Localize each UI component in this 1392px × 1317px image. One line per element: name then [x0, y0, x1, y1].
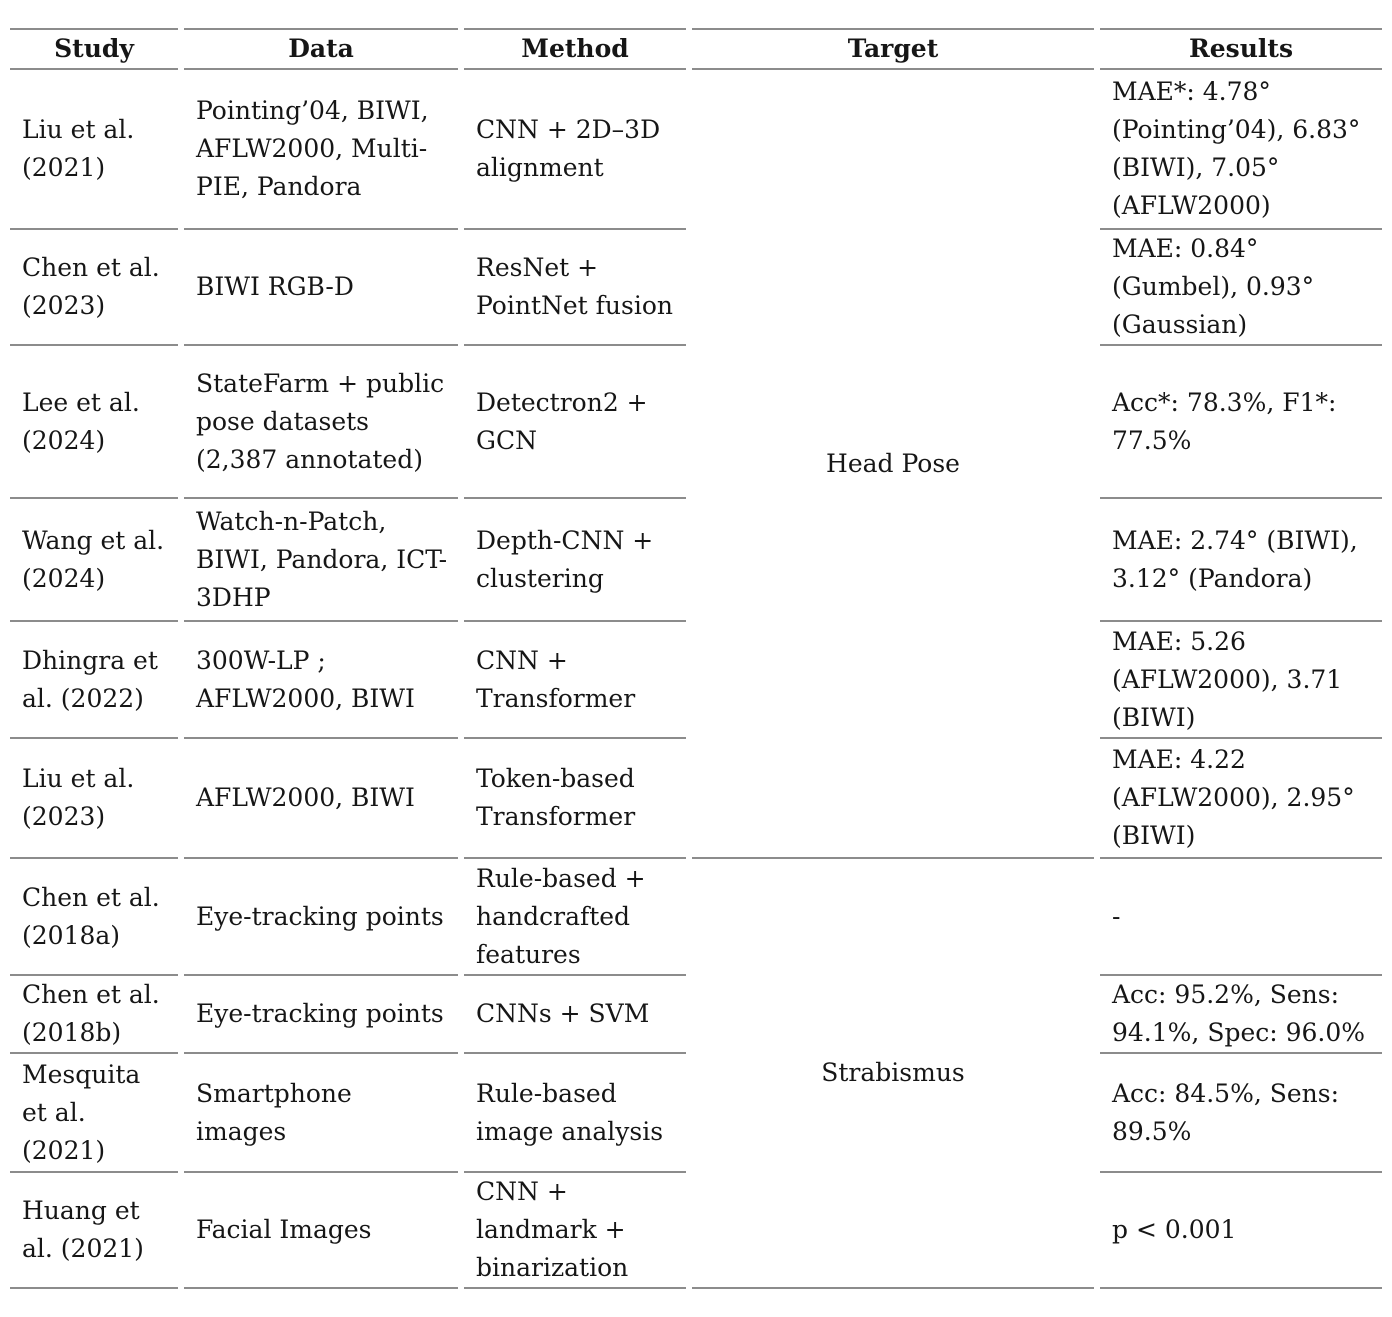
cell-data: Watch-n-Patch, BIWI, Pandora, ICT-3DHP: [184, 497, 458, 620]
cell-data: Pointing’04, BIWI, AFLW2000, Multi-PIE, …: [184, 68, 458, 228]
table-row: Liu et al. (2023) AFLW2000, BIWI Token-b…: [10, 737, 1382, 857]
cell-study: Chen et al. (2023): [10, 228, 178, 344]
cell-data: AFLW2000, BIWI: [184, 737, 458, 857]
cell-results: MAE: 4.22 (AFLW2000), 2.95° (BIWI): [1100, 737, 1382, 857]
cell-results: Acc: 84.5%, Sens: 89.5%: [1100, 1052, 1382, 1171]
cell-method: CNN + 2D–3D alignment: [464, 68, 686, 228]
cell-data: Eye-tracking points: [184, 974, 458, 1052]
cell-results: MAE: 0.84° (Gumbel), 0.93° (Gaussian): [1100, 228, 1382, 344]
cell-method: Token-based Transformer: [464, 737, 686, 857]
cell-results: Acc*: 78.3%, F1*: 77.5%: [1100, 344, 1382, 497]
column-header-study: Study: [10, 28, 178, 68]
column-header-data: Data: [184, 28, 458, 68]
cell-data: BIWI RGB-D: [184, 228, 458, 344]
cell-method: Detectron2 + GCN: [464, 344, 686, 497]
table-row: Liu et al. (2021) Pointing’04, BIWI, AFL…: [10, 68, 1382, 478]
cell-study: Dhingra et al. (2022): [10, 620, 178, 737]
cell-data: Smartphone images: [184, 1052, 458, 1171]
table-row: Chen et al. (2023) BIWI RGB-D ResNet + P…: [10, 228, 1382, 344]
column-header-results: Results: [1100, 28, 1382, 68]
cell-study: Liu et al. (2021): [10, 68, 178, 228]
cell-results: MAE*: 4.78° (Pointing’04), 6.83° (BIWI),…: [1100, 68, 1382, 228]
cell-data: StateFarm + public pose datasets (2,387 …: [184, 344, 458, 497]
column-header-method: Method: [464, 28, 686, 68]
cell-study: Wang et al. (2024): [10, 497, 178, 620]
cell-study: Mesquita et al. (2021): [10, 1052, 178, 1171]
cell-results: p < 0.001: [1100, 1171, 1382, 1289]
column-header-target: Target: [692, 28, 1094, 68]
cell-results: MAE: 5.26 (AFLW2000), 3.71 (BIWI): [1100, 620, 1382, 737]
cell-results: MAE: 2.74° (BIWI), 3.12° (Pandora): [1100, 497, 1382, 620]
cell-data: Eye-tracking points: [184, 857, 458, 974]
table-row: Chen et al. (2018a) Eye-tracking points …: [10, 857, 1382, 1289]
cell-study: Chen et al. (2018b): [10, 974, 178, 1052]
cell-method: Rule-based + handcrafted features: [464, 857, 686, 974]
target-cell-strabismus: Strabismus: [692, 857, 1094, 1289]
cell-method: CNN + landmark + binarization: [464, 1171, 686, 1289]
target-cell-head-pose: Head Pose: [692, 68, 1094, 857]
table-row: Mesquita et al. (2021) Smartphone images…: [10, 1052, 1382, 1171]
cell-method: Depth-CNN + clustering: [464, 497, 686, 620]
table-row: Chen et al. (2018b) Eye-tracking points …: [10, 974, 1382, 1052]
cell-method: ResNet + PointNet fusion: [464, 228, 686, 344]
cell-data: 300W-LP ; AFLW2000, BIWI: [184, 620, 458, 737]
cell-method: CNNs + SVM: [464, 974, 686, 1052]
table-row: Lee et al. (2024) StateFarm + public pos…: [10, 344, 1382, 497]
cell-results: Acc: 95.2%, Sens: 94.1%, Spec: 96.0%: [1100, 974, 1382, 1052]
cell-study: Liu et al. (2023): [10, 737, 178, 857]
table-row: Dhingra et al. (2022) 300W-LP ; AFLW2000…: [10, 620, 1382, 737]
literature-review-table: Study Data Method Target Results Liu et …: [4, 28, 1388, 1289]
cell-method: CNN + Transformer: [464, 620, 686, 737]
cell-method: Rule-based image analysis: [464, 1052, 686, 1171]
cell-data: Facial Images: [184, 1171, 458, 1289]
header-row: Study Data Method Target Results: [10, 28, 1382, 68]
cell-results: -: [1100, 857, 1382, 974]
table-row: Wang et al. (2024) Watch-n-Patch, BIWI, …: [10, 497, 1382, 620]
cell-study: Chen et al. (2018a): [10, 857, 178, 974]
cell-study: Lee et al. (2024): [10, 344, 178, 497]
cell-study: Huang et al. (2021): [10, 1171, 178, 1289]
table-row: Huang et al. (2021) Facial Images CNN + …: [10, 1171, 1382, 1289]
